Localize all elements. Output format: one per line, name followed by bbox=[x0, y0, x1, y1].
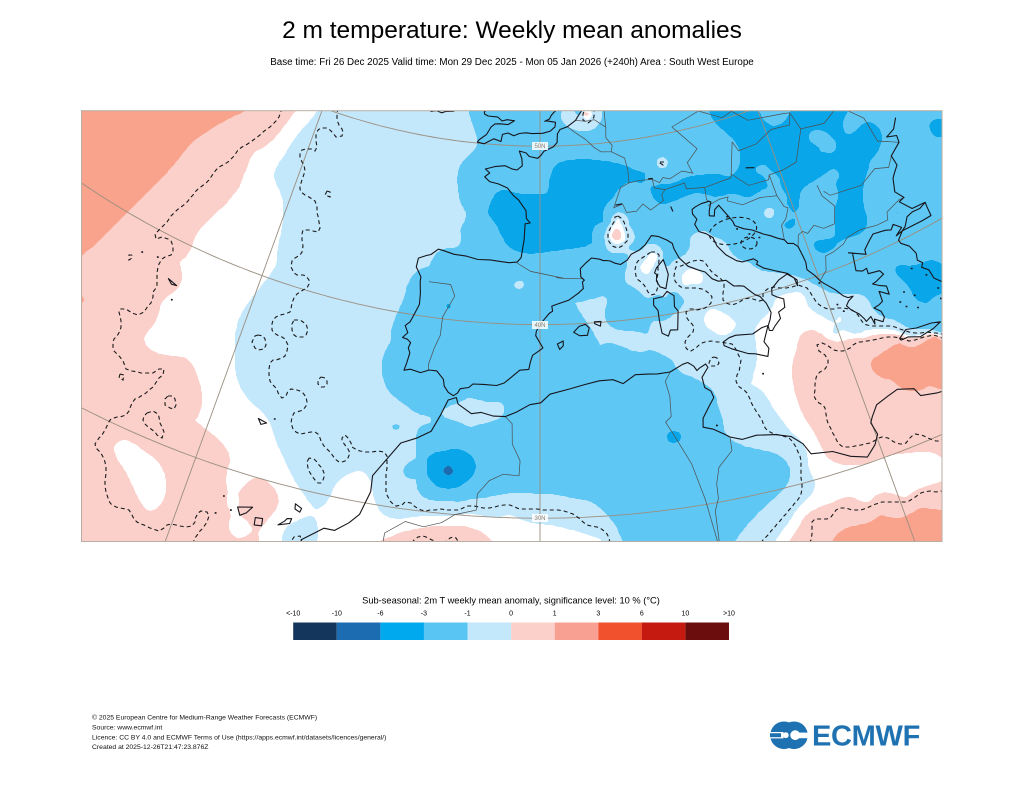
svg-text:50N: 50N bbox=[534, 144, 545, 150]
svg-text:Base time: Fri 26 Dec 2025 Val: Base time: Fri 26 Dec 2025 Valid time: M… bbox=[270, 57, 754, 68]
svg-text:-3: -3 bbox=[421, 611, 427, 618]
svg-text:0: 0 bbox=[509, 611, 513, 618]
svg-text:<-10: <-10 bbox=[286, 611, 300, 618]
svg-text:-6: -6 bbox=[377, 611, 383, 618]
svg-text:2 m temperature: Weekly mean a: 2 m temperature: Weekly mean anomalies bbox=[282, 17, 742, 44]
svg-text:Created at 2025-12-26T21:47:23: Created at 2025-12-26T21:47:23.876Z bbox=[92, 744, 208, 751]
svg-text:Source: www.ecmwf.int: Source: www.ecmwf.int bbox=[92, 724, 162, 731]
svg-text:Licence: CC BY 4.0 and ECMWF T: Licence: CC BY 4.0 and ECMWF Terms of Us… bbox=[92, 734, 386, 741]
svg-text:10: 10 bbox=[682, 611, 690, 618]
svg-text:-1: -1 bbox=[464, 611, 470, 618]
svg-text:3: 3 bbox=[596, 611, 600, 618]
svg-text:1: 1 bbox=[553, 611, 557, 618]
svg-text:6: 6 bbox=[640, 611, 644, 618]
svg-text:ECMWF: ECMWF bbox=[812, 721, 920, 753]
svg-text:© 2025 European Centre for Med: © 2025 European Centre for Medium-Range … bbox=[92, 714, 317, 722]
svg-text:>10: >10 bbox=[723, 611, 735, 618]
svg-text:30N: 30N bbox=[534, 516, 545, 522]
svg-text:Sub-seasonal: 2m T weekly mean: Sub-seasonal: 2m T weekly mean anomaly, … bbox=[362, 596, 660, 606]
svg-text:40N: 40N bbox=[534, 323, 545, 329]
svg-text:-10: -10 bbox=[332, 611, 342, 618]
